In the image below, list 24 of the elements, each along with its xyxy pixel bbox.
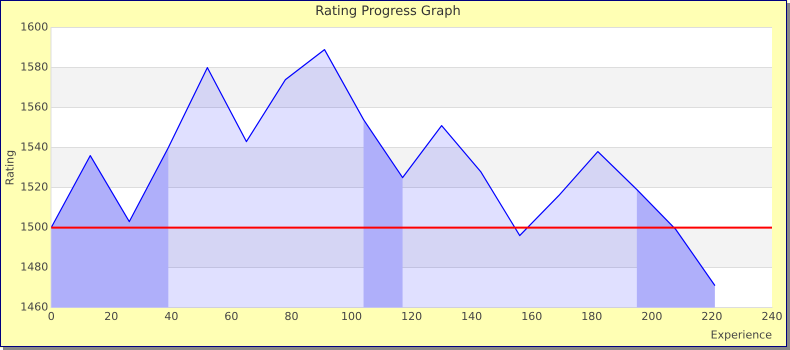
y-tick-label: 1460 (20, 300, 48, 314)
x-tick-label: 20 (104, 310, 118, 324)
x-tick-label: 80 (284, 310, 298, 324)
x-axis-title: Experience (710, 328, 772, 342)
x-tick-label: 240 (762, 310, 782, 324)
y-tick-label: 1480 (20, 260, 48, 274)
x-tick-label: 120 (401, 310, 422, 324)
x-tick-label: 180 (581, 310, 602, 324)
x-tick-label: 140 (461, 310, 482, 324)
y-tick-label: 1500 (20, 220, 48, 234)
y-tick-label: 1600 (20, 20, 48, 34)
y-axis-title: Rating (3, 150, 16, 186)
x-tick-label: 200 (641, 310, 662, 324)
y-tick-label: 1540 (20, 140, 48, 154)
x-tick-label: 100 (341, 310, 362, 324)
x-tick-label: 0 (48, 310, 55, 324)
x-tick-label: 160 (521, 310, 542, 324)
x-tick-label: 60 (224, 310, 238, 324)
x-tick-label: 40 (164, 310, 178, 324)
y-tick-label: 1520 (20, 180, 48, 194)
x-tick-label: 220 (701, 310, 722, 324)
chart-title: Rating Progress Graph (315, 4, 461, 20)
y-tick-label: 1580 (20, 60, 48, 74)
y-tick-label: 1560 (20, 100, 48, 114)
